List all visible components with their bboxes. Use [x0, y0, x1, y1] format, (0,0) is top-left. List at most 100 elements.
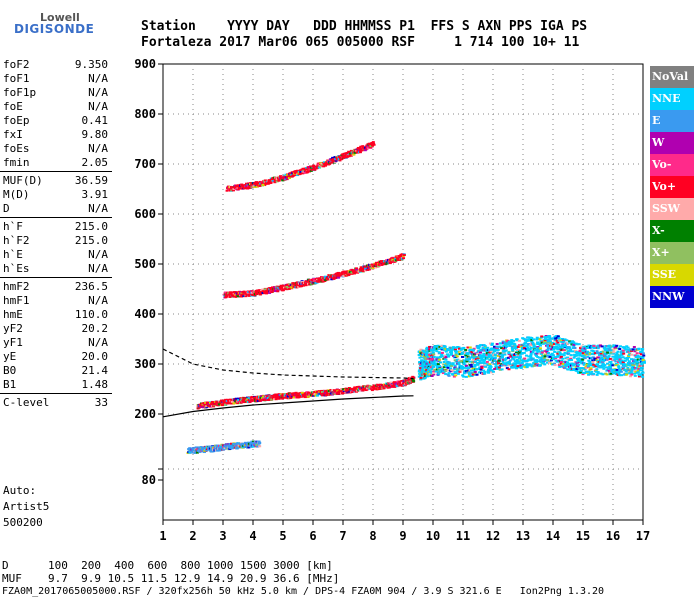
- param-value: N/A: [88, 202, 108, 215]
- echo-point-4: [457, 359, 461, 362]
- echo-point-4: [520, 352, 524, 355]
- echo-point-1: [388, 386, 392, 389]
- echo-point-2: [240, 295, 244, 298]
- echo-point-4: [635, 361, 639, 364]
- polarization-legend: NoVal NNE E W Vo- Vo+ SSW X- X+ SSE NNW: [650, 66, 694, 308]
- echo-point-4: [438, 358, 442, 361]
- echo-point-4: [430, 358, 434, 361]
- echo-point-4: [477, 367, 481, 370]
- echo-point-4: [547, 352, 551, 355]
- echo-point-5: [201, 447, 205, 450]
- echo-point-4: [537, 360, 541, 363]
- echo-point-2: [359, 269, 363, 272]
- echo-point-4: [528, 348, 532, 351]
- echo-point-4: [539, 358, 543, 361]
- echo-point-2: [306, 280, 310, 283]
- echo-point-4: [432, 360, 436, 363]
- echo-point-4: [462, 346, 466, 349]
- echo-point-4: [561, 345, 565, 348]
- echo-point-4: [483, 345, 487, 348]
- echo-point-4: [439, 355, 443, 358]
- echo-point-2: [292, 285, 296, 288]
- echo-point-1: [393, 385, 397, 388]
- echo-point-4: [549, 359, 553, 362]
- echo-point-4: [572, 341, 576, 344]
- echo-point-1: [236, 401, 240, 404]
- echo-point-1: [243, 398, 247, 401]
- param-row: foF2 9.350: [0, 58, 112, 72]
- echo-point-4: [530, 336, 534, 339]
- echo-point-4: [417, 354, 421, 357]
- echo-point-4: [425, 350, 429, 353]
- echo-point-4: [583, 372, 587, 375]
- echo-point-4: [432, 353, 436, 356]
- echo-point-4: [500, 368, 504, 371]
- echo-point-1: [226, 402, 230, 405]
- echo-point-4: [443, 354, 447, 357]
- echo-point-4: [510, 366, 514, 369]
- echo-point-4: [612, 372, 616, 375]
- echo-point-4: [423, 373, 427, 376]
- echo-point-3: [371, 144, 375, 147]
- echo-point-4: [572, 342, 576, 345]
- echo-point-4: [588, 360, 592, 363]
- echo-point-4: [447, 355, 451, 358]
- echo-point-2: [291, 282, 295, 285]
- echo-point-4: [562, 349, 566, 352]
- echo-point-4: [449, 363, 453, 366]
- echo-point-1: [313, 393, 317, 396]
- echo-point-2: [364, 267, 368, 270]
- echo-point-4: [472, 368, 476, 371]
- echo-point-4: [600, 354, 604, 357]
- echo-point-4: [558, 365, 562, 368]
- echo-point-4: [599, 372, 603, 375]
- echo-point-4: [501, 363, 505, 366]
- echo-point-1: [306, 394, 310, 397]
- echo-point-4: [640, 363, 644, 366]
- echo-point-2: [345, 272, 349, 275]
- echo-point-4: [620, 374, 624, 377]
- echo-point-5: [197, 446, 201, 449]
- param-name: hmF1: [3, 294, 30, 307]
- param-value: 21.4: [81, 364, 109, 377]
- echo-point-4: [435, 364, 439, 367]
- echo-point-3: [349, 150, 353, 153]
- echo-point-5: [245, 444, 249, 447]
- echo-point-4: [442, 360, 446, 363]
- echo-point-4: [493, 356, 497, 359]
- echo-point-4: [549, 342, 553, 345]
- echo-point-4: [572, 344, 576, 347]
- echo-point-4: [485, 356, 489, 359]
- echo-point-4: [633, 372, 637, 375]
- echo-point-1: [312, 394, 316, 397]
- echo-point-2: [313, 279, 317, 282]
- param-value: 9.80: [81, 128, 109, 141]
- echo-point-1: [270, 395, 274, 398]
- echo-point-4: [557, 364, 561, 367]
- echo-point-4: [565, 363, 569, 366]
- param-name: foEp: [3, 114, 30, 127]
- x-tick-label: 11: [456, 529, 470, 543]
- echo-point-2: [263, 288, 267, 291]
- echo-point-4: [612, 344, 616, 347]
- echo-point-3: [309, 169, 313, 172]
- echo-point-4: [547, 334, 551, 337]
- echo-point-4: [452, 347, 456, 350]
- echo-point-1: [259, 395, 263, 398]
- echo-point-5: [191, 449, 195, 452]
- echo-point-4: [625, 345, 629, 348]
- echo-point-4: [573, 347, 577, 350]
- echo-point-4: [546, 343, 550, 346]
- echo-point-4: [493, 359, 497, 362]
- param-name: foF1p: [3, 86, 37, 99]
- echo-point-4: [468, 349, 472, 352]
- y-tick-label: 200: [134, 407, 156, 421]
- echo-point-4: [620, 362, 624, 365]
- echo-point-4: [507, 364, 511, 367]
- echo-point-2: [270, 291, 274, 294]
- echo-point-5: [232, 442, 236, 445]
- echo-point-4: [610, 349, 614, 352]
- echo-point-4: [603, 364, 607, 367]
- echo-point-4: [536, 346, 540, 349]
- echo-point-4: [525, 365, 529, 368]
